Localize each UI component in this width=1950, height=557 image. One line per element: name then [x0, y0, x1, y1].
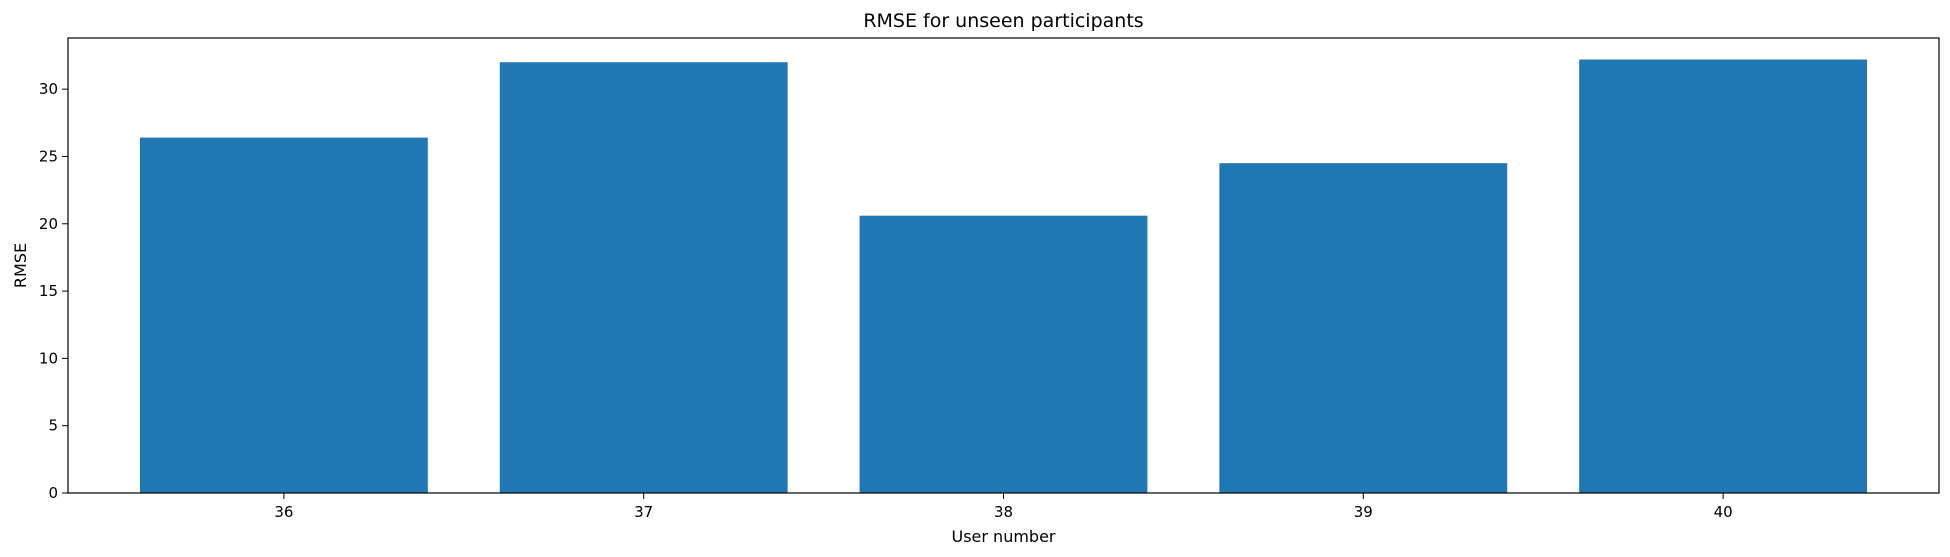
x-tick-label: 37 — [634, 503, 653, 521]
x-tick-label: 38 — [994, 503, 1013, 521]
x-tick-label: 36 — [274, 503, 293, 521]
y-axis-label: RMSE — [11, 243, 30, 288]
bar-40 — [1579, 59, 1868, 494]
y-tick-label: 25 — [39, 147, 58, 165]
y-tick-label: 30 — [39, 80, 58, 98]
y-tick-label: 0 — [48, 484, 58, 502]
bar-37 — [499, 62, 788, 493]
x-axis-label: User number — [952, 527, 1056, 546]
y-tick-label: 10 — [39, 349, 58, 367]
y-tick-label: 20 — [39, 215, 58, 233]
bar-36 — [139, 137, 428, 493]
bars-group — [139, 59, 1868, 494]
bar-38 — [859, 215, 1148, 493]
y-axis-ticks: 0 5 10 15 20 25 30 — [39, 80, 68, 502]
y-tick-label: 5 — [48, 417, 58, 435]
x-tick-label: 39 — [1354, 503, 1373, 521]
x-tick-label: 40 — [1714, 503, 1733, 521]
bar-39 — [1219, 163, 1508, 493]
chart-title: RMSE for unseen participants — [863, 10, 1143, 32]
x-axis-ticks: 36 37 38 39 40 — [274, 493, 1733, 521]
y-tick-label: 15 — [39, 282, 58, 300]
